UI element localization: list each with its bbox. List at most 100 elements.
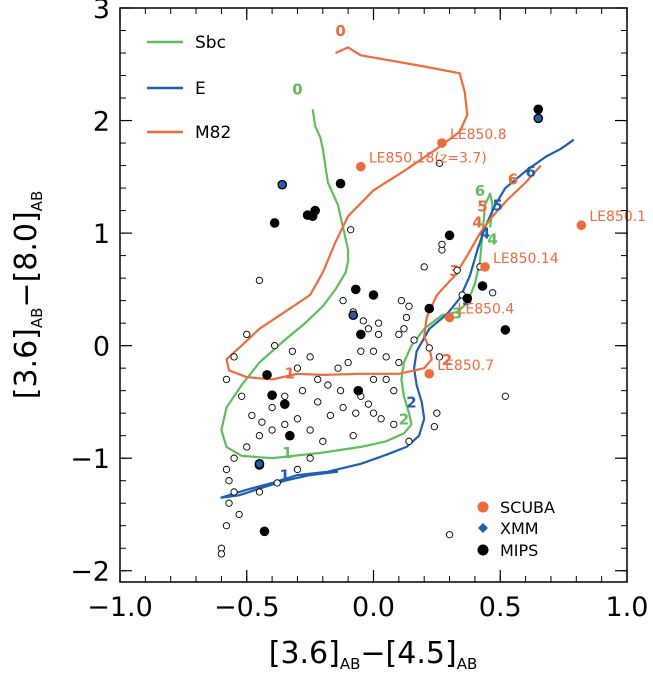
scuba-point: [356, 161, 366, 172]
mips-point: [500, 325, 511, 335]
open-point: [217, 550, 226, 558]
open-point: [390, 387, 398, 395]
x-axis-title-sub: AB: [340, 655, 361, 673]
redshift-label: 1: [280, 467, 290, 485]
redshift-label: 4: [472, 213, 482, 231]
open-point: [377, 415, 385, 423]
scuba-point-label: LE850.1: [589, 209, 646, 225]
open-point: [400, 325, 408, 333]
open-point: [270, 341, 279, 350]
open-point: [319, 437, 327, 445]
mips-point: [424, 303, 435, 314]
xmm-point: [256, 460, 263, 468]
redshift-label: 4: [480, 225, 490, 243]
open-point: [390, 420, 398, 429]
open-point: [425, 344, 433, 352]
redshift-label: 6: [475, 182, 485, 200]
mips-point: [310, 205, 320, 216]
track-legend: Sbc E M82: [147, 33, 231, 143]
redshift-label: 1: [285, 364, 295, 382]
mips-point: [353, 385, 364, 396]
legend-marker-xmm: [478, 523, 488, 533]
y-axis-title-sub: AB: [28, 191, 46, 212]
open-point: [347, 226, 355, 234]
axis-ticks: −1.0 −0.5 0.0 0.5 1.0 −2 −1 0 1 2 3: [70, 0, 648, 623]
redshift-label: 0: [335, 22, 345, 40]
open-point: [405, 302, 413, 310]
y-tick-label: −2: [70, 557, 110, 588]
track-line-e: [220, 138, 575, 499]
legend-marker-mips: [477, 544, 489, 556]
legend-label-scuba: SCUBA: [500, 498, 555, 517]
open-point: [369, 375, 378, 384]
open-point: [435, 353, 444, 361]
open-point: [268, 403, 276, 412]
mips-point: [477, 281, 488, 291]
mips-point: [302, 210, 313, 220]
scuba-point-label: LE850.8: [450, 127, 507, 143]
redshift-label: 6: [525, 163, 535, 181]
open-point: [306, 353, 314, 361]
open-point: [255, 276, 264, 285]
mips-point: [533, 104, 544, 115]
x-axis-title-part: −[4.5]: [360, 636, 456, 671]
scuba-point: [437, 138, 447, 148]
point-legend: SCUBA XMM MIPS: [477, 498, 555, 560]
open-point: [420, 263, 428, 271]
mips-point: [462, 293, 473, 304]
open-point: [453, 266, 461, 274]
open-point: [238, 392, 246, 400]
open-point: [306, 426, 314, 434]
track-line-m82: [225, 46, 542, 381]
open-point: [402, 313, 411, 322]
scuba-point: [576, 220, 587, 231]
xmm-point: [349, 311, 357, 319]
open-point: [369, 347, 378, 355]
open-point: [255, 488, 264, 496]
scuba-point: [424, 368, 435, 379]
open-point: [326, 411, 335, 420]
open-point: [488, 289, 497, 297]
y-axis-title-part: −[8.0]: [9, 211, 44, 307]
x-tick-label: 0.5: [479, 592, 522, 623]
xmm-point: [534, 114, 542, 122]
mips-point: [368, 290, 379, 300]
open-point: [222, 375, 231, 384]
open-point: [438, 240, 446, 249]
open-point: [306, 454, 314, 462]
open-point: [268, 426, 276, 434]
open-point: [357, 347, 365, 355]
xmm-point: [278, 181, 286, 189]
open-point: [281, 392, 289, 400]
redshift-label: 2: [406, 394, 416, 412]
open-point: [405, 437, 413, 445]
y-tick-label: −1: [70, 444, 110, 475]
mips-point: [444, 230, 455, 241]
open-point: [410, 336, 418, 344]
mips-point: [259, 526, 270, 537]
open-point: [374, 319, 383, 327]
scuba-point: [480, 262, 490, 272]
x-axis-title: [3.6]AB−[4.5]AB: [269, 636, 478, 673]
y-tick-label: 2: [93, 107, 110, 138]
open-point: [359, 317, 368, 325]
mips-point: [356, 329, 366, 340]
mips-point: [267, 390, 277, 400]
open-point: [314, 375, 322, 384]
scuba-point-label: LE850.4: [458, 302, 515, 318]
open-point: [339, 403, 347, 412]
open-point: [222, 522, 231, 530]
mips-point: [279, 399, 290, 409]
open-point: [230, 488, 238, 496]
open-point: [230, 454, 238, 462]
open-point: [243, 443, 251, 451]
legend-label-mips: MIPS: [500, 541, 538, 560]
open-point: [243, 330, 251, 339]
mips-point: [350, 284, 361, 295]
open-point: [281, 420, 289, 429]
open-point: [430, 423, 438, 431]
open-point: [374, 330, 383, 339]
open-point: [433, 409, 441, 417]
open-point: [334, 364, 342, 372]
y-tick-label: 3: [93, 0, 110, 25]
